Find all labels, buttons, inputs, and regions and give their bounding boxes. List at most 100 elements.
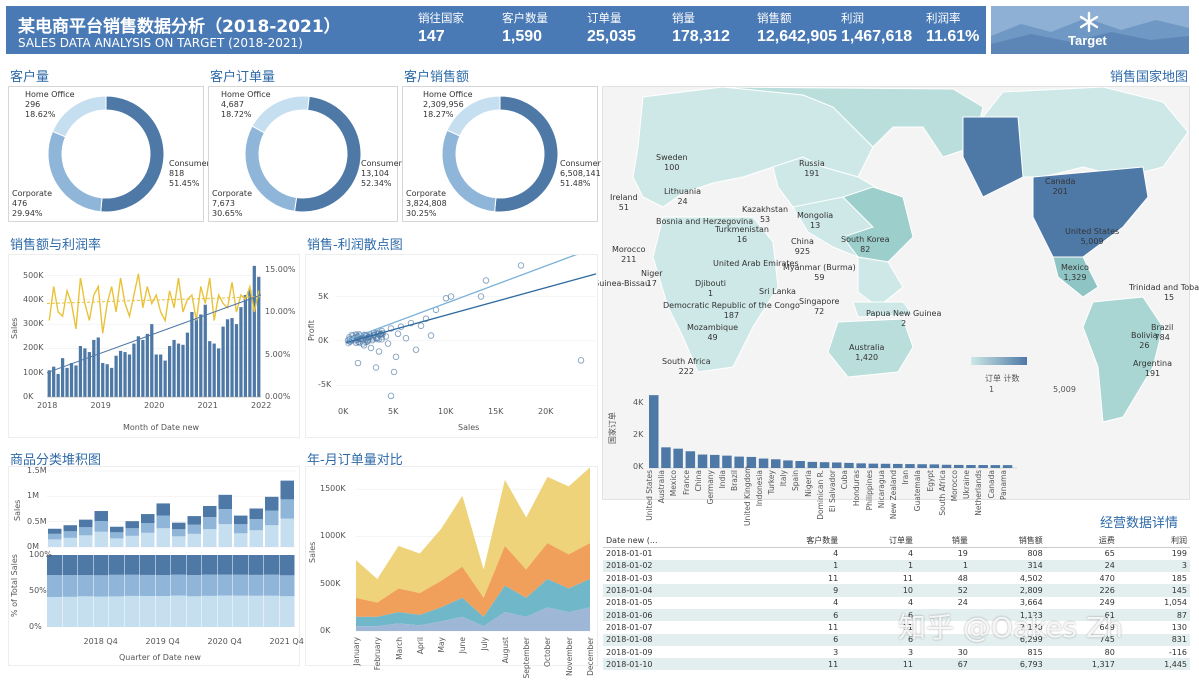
table-cell: 48 — [916, 572, 971, 584]
donut-segment-corporate — [442, 130, 496, 212]
trend-line-2 — [346, 274, 596, 343]
pct-bar-segment — [63, 555, 78, 575]
sales-bar — [74, 365, 77, 397]
stack-bar-segment — [141, 533, 155, 547]
scatter-point — [403, 335, 409, 341]
country-name: Turkmenistan — [715, 225, 769, 234]
map-label-sri-lanka: Sri Lanka — [759, 287, 796, 297]
pct-bar-segment — [78, 575, 93, 596]
table-cell: 4,502 — [971, 572, 1046, 584]
column-header[interactable]: Date new (... — [603, 534, 746, 548]
country-bar — [832, 462, 842, 468]
donut-label-consumer: Consumer 13,104 52.34% — [361, 159, 402, 189]
table-cell: 11 — [746, 572, 841, 584]
scatter-point — [418, 323, 424, 329]
map-label-mozambique: Mozambique 49 — [687, 323, 738, 343]
country-name: Morocco — [612, 245, 646, 254]
country-name: Democratic Republic of the Congo — [663, 301, 800, 310]
country-tick: Dominican R. — [816, 470, 825, 526]
sales-bar — [190, 312, 193, 397]
pct-bar-segment — [94, 555, 109, 575]
country-name: Ireland — [610, 193, 638, 202]
stack-bar-segment — [250, 508, 264, 519]
y-axis-label: Sales — [308, 542, 317, 563]
map-label-united-states: United States 5,009 — [1065, 227, 1119, 247]
column-header[interactable]: 运费 — [1046, 534, 1118, 548]
sales-bar — [101, 363, 104, 397]
pct-bar-segment — [249, 555, 264, 575]
sales-bar — [70, 363, 73, 397]
stack-bar-segment — [110, 538, 124, 547]
country-tick: El Salvador — [828, 470, 837, 526]
y-tick: 5K — [318, 292, 328, 301]
country-tick: United States — [645, 470, 654, 526]
segment-pct: 30.65% — [212, 209, 243, 218]
country-tick: Iran — [901, 470, 910, 526]
country-orders: 53 — [760, 215, 770, 224]
sales-bar — [213, 344, 216, 397]
segment-value: 296 — [25, 100, 40, 109]
country-bar — [673, 449, 683, 468]
table-cell: 19 — [916, 548, 971, 560]
country-tick: Germany — [706, 470, 715, 526]
country-orders: 100 — [664, 163, 679, 172]
country-tick: Spain — [791, 470, 800, 526]
table-cell: 1 — [746, 560, 841, 572]
scatter-point — [395, 331, 401, 337]
country-tick: New Zealand — [889, 470, 898, 526]
world-map-panel[interactable]: 订单 计数 1 5,009 Russia 191 Sweden 100 Lithuani… — [602, 86, 1190, 500]
column-header[interactable]: 销售额 — [971, 534, 1046, 548]
donut-label-home-office: Home Office 4,687 18.72% — [221, 90, 271, 120]
map-label-mexico: Mexico 1,329 — [1061, 263, 1089, 283]
map-label-china: China 925 — [791, 237, 814, 257]
x-tick: February — [373, 637, 382, 683]
pct-bar-segment — [233, 596, 248, 627]
scatter-point — [428, 333, 434, 339]
country-tick: India — [718, 470, 727, 526]
sales-bar — [199, 314, 202, 397]
country-tick: Indonesia — [755, 470, 764, 526]
donut-label-corporate: Corporate 7,673 30.65% — [212, 189, 252, 219]
alaska-shape — [963, 117, 1023, 197]
country-tick: Honduras — [852, 470, 861, 526]
country-orders: 13 — [810, 221, 820, 230]
table-cell: 470 — [1046, 572, 1118, 584]
table-cell: 11 — [746, 658, 841, 670]
pct-bar-segment — [202, 555, 217, 575]
detail-table: Date new (... 客户数量 订单量 销量 销售额 运费 利润 2018-01-01… — [603, 534, 1190, 670]
x-tick: March — [395, 637, 404, 683]
stack-bar-segment — [172, 523, 186, 530]
sales-bar — [186, 333, 189, 397]
map-label-turkmenistan: Turkmenistan 16 — [715, 225, 769, 245]
country-name: Mozambique — [687, 323, 738, 332]
table-row: 2018-01-10 11 11 67 6,793 1,317 1,445 — [603, 658, 1190, 670]
y-tick: 0.5M — [27, 517, 47, 526]
stack-bar-segment — [234, 533, 248, 547]
x-tick: December — [586, 637, 595, 683]
country-orders: 24 — [677, 197, 687, 206]
donut-segment-consumer — [295, 96, 361, 212]
country-bar — [661, 447, 671, 468]
x-tick: July — [480, 637, 489, 683]
table-cell: -116 — [1118, 646, 1190, 658]
country-tick: Ukraine — [962, 470, 971, 526]
pct-bar-segment — [233, 575, 248, 596]
y-axis-label: Sales — [13, 500, 22, 521]
y-tick: 0K — [320, 626, 330, 635]
x-tick: September — [522, 637, 531, 683]
sales-bar — [253, 266, 256, 397]
pct-bar-segment — [218, 596, 233, 627]
column-header[interactable]: 客户数量 — [746, 534, 841, 548]
stack-bar-segment — [95, 532, 109, 547]
country-bar — [820, 462, 830, 468]
pct-bar-segment — [264, 575, 279, 596]
sales-profit-rate-panel: Sales Month of Date new 0K 100K 200K 300K 40… — [8, 254, 300, 438]
column-header[interactable]: 订单量 — [841, 534, 916, 548]
pct-bar-segment — [280, 555, 295, 575]
pct-bar-segment — [187, 555, 202, 575]
column-header[interactable]: 利润 — [1118, 534, 1190, 548]
monthly-area-chart — [306, 467, 599, 667]
scatter-point — [368, 345, 374, 351]
column-header[interactable]: 销量 — [916, 534, 971, 548]
map-label-bolivia: Bolivia 26 — [1131, 331, 1158, 351]
